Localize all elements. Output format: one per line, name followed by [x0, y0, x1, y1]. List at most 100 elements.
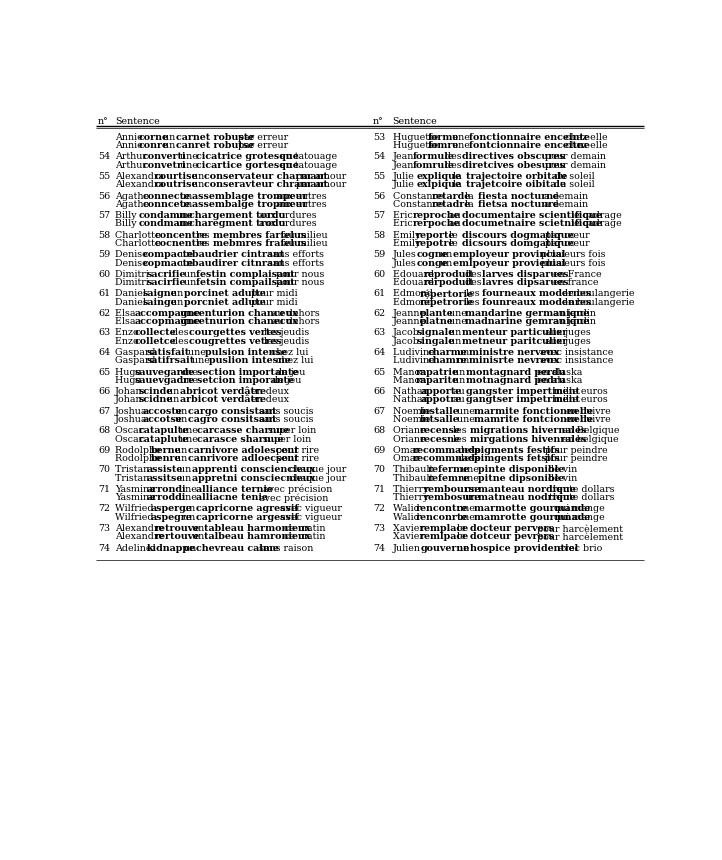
- Text: un: un: [177, 192, 195, 200]
- Text: sans efforts: sans efforts: [265, 259, 323, 267]
- Text: au: au: [450, 387, 468, 396]
- Text: 60: 60: [373, 270, 386, 279]
- Text: de boulangerie: de boulangerie: [559, 298, 635, 307]
- Text: un: un: [453, 348, 471, 357]
- Text: 73: 73: [98, 524, 110, 533]
- Text: 65: 65: [373, 367, 386, 377]
- Text: au: au: [446, 211, 464, 220]
- Text: des: des: [455, 454, 477, 463]
- Text: scinde: scinde: [139, 387, 173, 396]
- Text: concentre: concentre: [155, 230, 208, 240]
- Text: cataplute: cataplute: [139, 434, 189, 444]
- Text: fonctionnaire enceinte: fonctionnaire enceinte: [469, 132, 590, 142]
- Text: assembalge tropmeur: assembalge tropmeur: [193, 200, 308, 209]
- Text: Oscar: Oscar: [115, 427, 146, 435]
- Text: matneau nodrique: matneau nodrique: [478, 493, 576, 502]
- Text: un: un: [177, 250, 195, 259]
- Text: sans soucis: sans soucis: [256, 415, 313, 424]
- Text: directives obscures: directives obscures: [462, 152, 565, 162]
- Text: Denise: Denise: [115, 250, 151, 259]
- Text: Constance: Constance: [393, 200, 446, 209]
- Text: docteur pervers: docteur pervers: [470, 524, 554, 533]
- Text: au milieu: au milieu: [280, 230, 328, 240]
- Text: pour peindre: pour peindre: [542, 454, 608, 463]
- Text: 58: 58: [373, 230, 386, 240]
- Text: Hugo: Hugo: [115, 376, 144, 385]
- Text: 60: 60: [98, 270, 110, 279]
- Text: carcasse charnue: carcasse charnue: [196, 427, 289, 435]
- Text: trajetcoire oibitale: trajetcoire oibitale: [466, 181, 566, 189]
- Text: 65: 65: [98, 367, 110, 377]
- Text: 64: 64: [98, 348, 110, 357]
- Text: un: un: [462, 493, 481, 502]
- Text: trajectoire orbitale: trajectoire orbitale: [466, 172, 567, 181]
- Text: Noemie: Noemie: [393, 415, 433, 424]
- Text: Johan: Johan: [115, 387, 146, 396]
- Text: en tatouage: en tatouage: [277, 152, 337, 162]
- Text: tableau harmonieux: tableau harmonieux: [204, 524, 311, 533]
- Text: 67: 67: [98, 407, 110, 415]
- Text: Yasmina: Yasmina: [115, 493, 158, 502]
- Text: condamne: condamne: [139, 211, 193, 220]
- Text: le cadrage: le cadrage: [568, 219, 622, 229]
- Text: une: une: [176, 485, 200, 494]
- Text: mandarine germanique: mandarine germanique: [466, 309, 590, 318]
- Text: Edouard: Edouard: [393, 278, 437, 287]
- Text: 57: 57: [98, 211, 110, 220]
- Text: 70: 70: [373, 465, 385, 475]
- Text: Billy: Billy: [115, 219, 139, 229]
- Text: Omar: Omar: [393, 445, 422, 455]
- Text: une: une: [454, 513, 478, 522]
- Text: Jules: Jules: [393, 250, 419, 259]
- Text: Enzo: Enzo: [115, 329, 142, 337]
- Text: discours dogmatique: discours dogmatique: [462, 230, 573, 240]
- Text: 68: 68: [373, 427, 386, 435]
- Text: documetnaire scietnifique: documetnaire scietnifique: [462, 219, 602, 229]
- Text: un: un: [454, 544, 472, 553]
- Text: benre: benre: [151, 454, 181, 463]
- Text: puslion intesne: puslion intesne: [209, 356, 291, 366]
- Text: capricorne argessif: capricorne argessif: [196, 513, 299, 522]
- Text: satifrsait: satifrsait: [147, 356, 195, 366]
- Text: accopmagne: accopmagne: [135, 317, 201, 326]
- Text: sans efforts: sans efforts: [265, 250, 323, 259]
- Text: cougrettes vetres: cougrettes vetres: [188, 337, 281, 346]
- Text: au jardin: au jardin: [550, 317, 596, 326]
- Text: 56: 56: [373, 192, 386, 200]
- Text: Gaspard: Gaspard: [115, 348, 159, 357]
- Text: 72: 72: [373, 505, 385, 513]
- Text: pour nous: pour nous: [273, 270, 324, 279]
- Text: 71: 71: [98, 485, 110, 494]
- Text: par erreur: par erreur: [235, 132, 288, 142]
- Text: les: les: [450, 434, 469, 444]
- Text: Arthur: Arthur: [115, 161, 150, 169]
- Text: accompagne: accompagne: [135, 309, 201, 318]
- Text: Yasmina: Yasmina: [115, 485, 158, 494]
- Text: 73: 73: [373, 524, 386, 533]
- Text: de boulangerie: de boulangerie: [559, 289, 635, 298]
- Text: un: un: [178, 309, 196, 318]
- Text: fomre: fomre: [428, 141, 459, 150]
- Text: Johan: Johan: [115, 396, 146, 404]
- Text: 63: 63: [373, 329, 386, 337]
- Text: retadre: retadre: [432, 200, 471, 209]
- Text: Walid: Walid: [393, 513, 422, 522]
- Text: une: une: [445, 317, 469, 326]
- Text: en France: en France: [550, 270, 601, 279]
- Text: Billy: Billy: [115, 211, 139, 220]
- Text: collecte: collecte: [135, 329, 176, 337]
- Text: cargo consistant: cargo consistant: [188, 407, 277, 415]
- Text: Emily: Emily: [393, 239, 423, 248]
- Text: Oriane: Oriane: [393, 427, 428, 435]
- Text: diretcives obesures: diretcives obesures: [462, 161, 565, 169]
- Text: un: un: [462, 485, 481, 494]
- Text: un: un: [188, 532, 206, 541]
- Text: en belgique: en belgique: [559, 434, 619, 444]
- Text: remlpace: remlpace: [420, 532, 469, 541]
- Text: en tatouage: en tatouage: [277, 161, 337, 169]
- Text: avec vigueur: avec vigueur: [277, 513, 342, 522]
- Text: mebmres frafelus: mebmres frafelus: [212, 239, 306, 248]
- Text: gangster impertinent: gangster impertinent: [466, 387, 580, 396]
- Text: répetrorie: répetrorie: [420, 298, 474, 307]
- Text: raparite: raparite: [416, 376, 459, 385]
